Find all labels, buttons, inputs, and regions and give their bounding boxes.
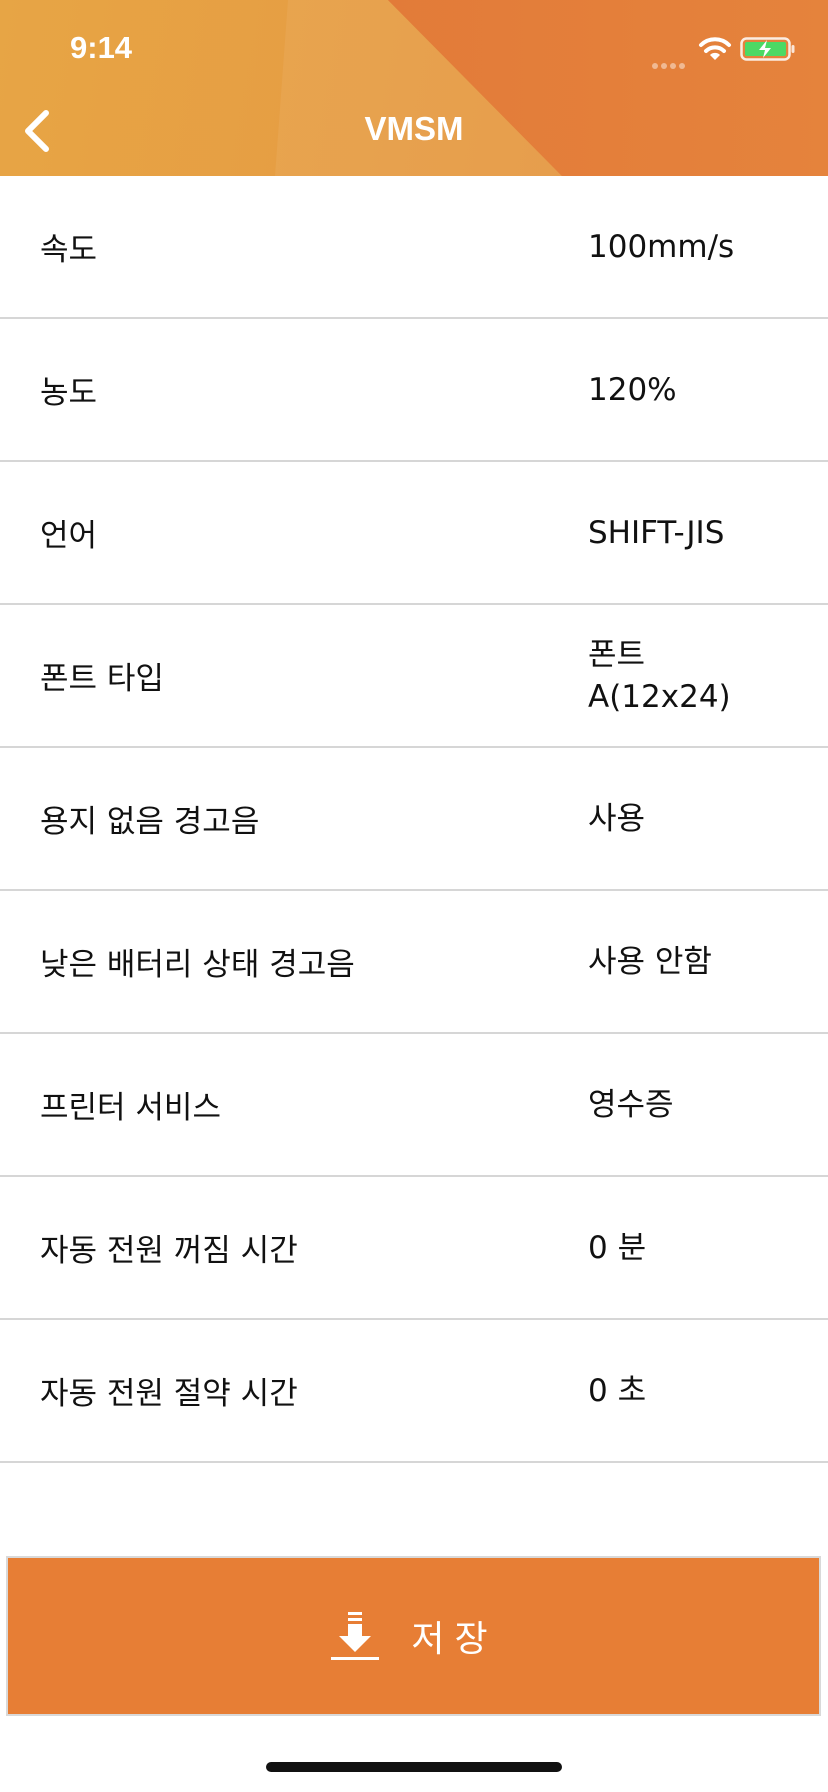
battery-charging-icon xyxy=(740,37,795,61)
setting-row-auto-power-off[interactable]: 자동 전원 꺼짐 시간 0 분 xyxy=(0,1177,828,1320)
setting-row-paper-out-alarm[interactable]: 용지 없음 경고음 사용 xyxy=(0,748,828,891)
setting-value: SHIFT-JIS xyxy=(588,514,725,551)
setting-row-density[interactable]: 농도 120% xyxy=(0,319,828,462)
setting-row-low-battery-alarm[interactable]: 낮은 배터리 상태 경고음 사용 안함 xyxy=(0,891,828,1034)
navigation-header: 9:14 VMSM xyxy=(0,0,828,176)
setting-label: 자동 전원 꺼짐 시간 xyxy=(40,1233,298,1269)
setting-row-font-type[interactable]: 폰트 타입 폰트 A(12x24) xyxy=(0,605,828,748)
wifi-icon xyxy=(699,37,731,60)
download-icon xyxy=(331,1612,380,1660)
setting-row-speed[interactable]: 속도 100mm/s xyxy=(0,176,828,319)
cellular-signal-icon xyxy=(652,54,688,73)
setting-label: 폰트 타입 xyxy=(40,661,164,697)
setting-value: 0 초 xyxy=(588,1372,647,1409)
setting-label: 자동 전원 절약 시간 xyxy=(40,1376,298,1412)
settings-list: 속도 100mm/s 농도 120% 언어 SHIFT-JIS 폰트 타입 폰트… xyxy=(0,176,828,1463)
home-indicator[interactable] xyxy=(266,1762,562,1772)
save-button-label: 저장 xyxy=(411,1619,498,1660)
setting-value: 120% xyxy=(588,371,677,408)
setting-label: 용지 없음 경고음 xyxy=(40,804,260,840)
setting-label: 프린터 서비스 xyxy=(40,1090,221,1126)
setting-label: 농도 xyxy=(40,375,98,411)
setting-label: 언어 xyxy=(40,518,98,554)
setting-row-auto-power-save[interactable]: 자동 전원 절약 시간 0 초 xyxy=(0,1320,828,1463)
setting-value: 100mm/s xyxy=(588,228,735,265)
save-button[interactable]: 저장 xyxy=(6,1556,821,1716)
setting-row-printer-service[interactable]: 프린터 서비스 영수증 xyxy=(0,1034,828,1177)
setting-value: 사용 xyxy=(588,800,646,837)
setting-value: 사용 안함 xyxy=(588,943,712,980)
page-title: VMSM xyxy=(364,110,464,147)
setting-label: 낮은 배터리 상태 경고음 xyxy=(40,947,355,983)
setting-value: 폰트 A(12x24) xyxy=(588,636,731,715)
setting-label: 속도 xyxy=(40,232,98,268)
setting-row-language[interactable]: 언어 SHIFT-JIS xyxy=(0,462,828,605)
setting-value: 0 분 xyxy=(588,1229,647,1266)
status-time: 9:14 xyxy=(70,30,133,65)
setting-value: 영수증 xyxy=(588,1086,674,1123)
back-chevron-icon[interactable] xyxy=(20,108,60,154)
